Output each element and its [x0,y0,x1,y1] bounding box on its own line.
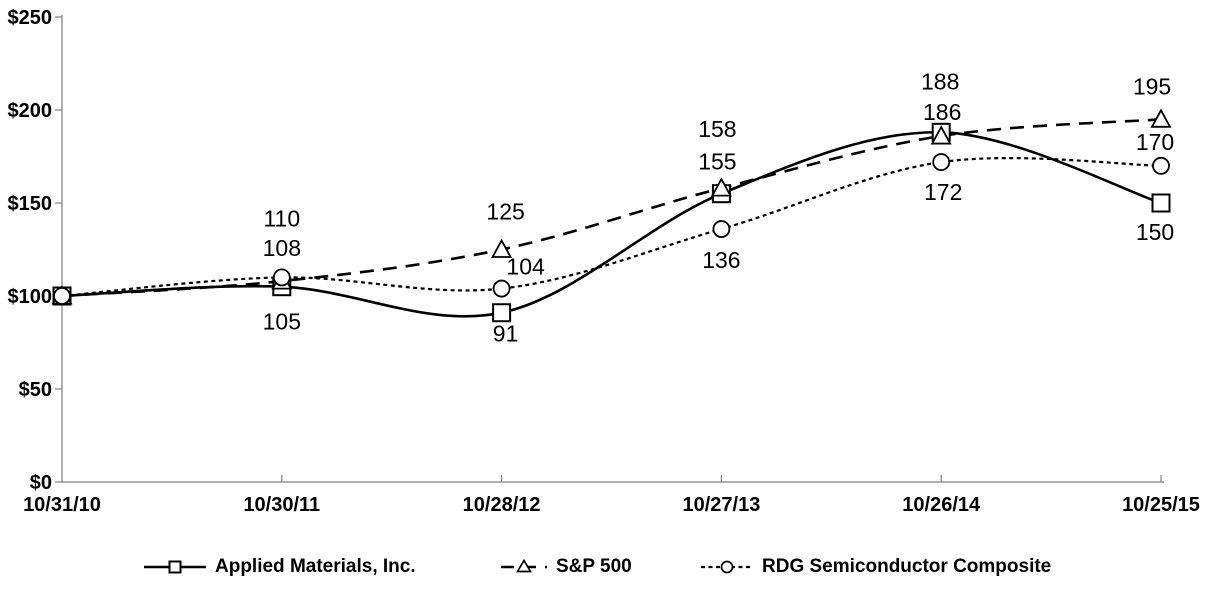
data-point-label: 104 [506,254,545,280]
data-labels: 105 91 155 188 150 108 125 158 186 195 110 104 136 17… [263,68,1175,346]
x-axis-label: 10/28/12 [463,494,541,516]
data-point-label: 186 [923,99,961,125]
x-axis-label: 10/30/11 [243,494,320,516]
data-point-label: 170 [1136,129,1174,155]
data-point-label: 91 [493,321,519,347]
series-line-dashed [61,118,1162,298]
series-line-solid [61,130,1162,318]
x-axis-label: 10/25/15 [1122,494,1200,516]
data-point-label: 110 [263,205,300,231]
data-point-label: 155 [698,149,736,175]
data-point-label: 188 [921,68,959,94]
circle-marker-icon [492,279,511,298]
circle-marker-icon [53,287,71,305]
data-point-label: 172 [924,179,962,205]
data-point-label: 108 [263,235,301,261]
data-point-label: 150 [1136,219,1174,245]
y-axis-label: $250 [8,7,53,29]
y-axis-label: $150 [8,193,53,215]
circle-marker-icon [272,268,291,287]
y-axis-label: $100 [8,286,53,308]
triangle-marker-icon [710,177,732,197]
y-axis-label: $50 [19,379,52,401]
data-point-label: 158 [698,116,736,142]
y-axis-label: $200 [8,100,53,122]
data-point-label: 195 [1133,73,1171,99]
square-marker-icon [1151,193,1171,213]
series-lines [61,118,1162,318]
axis-lines [61,15,1164,483]
axes: $0 $50 $100 $150 $200 $250 10/31/10 10/30/11 10/… [8,7,1200,516]
x-axis-label: 10/31/10 [23,494,101,516]
series-line-dotted [61,156,1162,298]
series-markers [51,108,1172,323]
triangle-marker-icon [491,238,513,258]
x-axis-label: 10/26/14 [902,494,981,516]
data-point-label: 105 [263,309,301,335]
circle-marker-icon [712,220,731,238]
circle-marker-icon [932,153,951,171]
x-axis-label: 10/27/13 [682,494,760,516]
y-axis-label: $0 [30,472,52,494]
triangle-marker-icon [1150,108,1172,128]
square-marker-icon [492,303,512,323]
data-point-label: 136 [702,247,740,273]
data-point-label: 125 [486,199,524,225]
triangle-marker-icon [930,125,952,145]
circle-marker-icon [1152,156,1170,175]
